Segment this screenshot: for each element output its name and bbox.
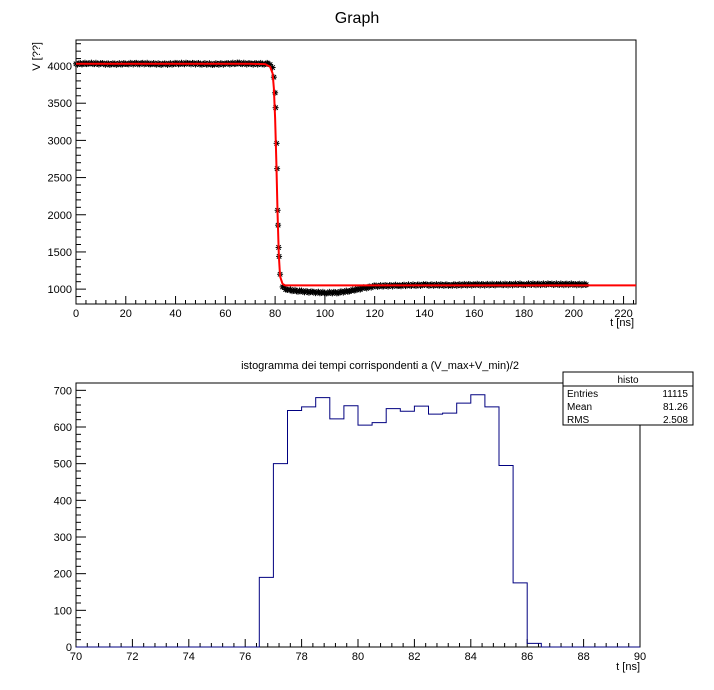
histogram-x-axis: 70 72 74 76 78 80 82 84 86 88 90 xyxy=(70,639,646,663)
stats-rms-value: 2.508 xyxy=(663,415,688,426)
graph-panel: Graph 0 20 40 60 80 100 120 140 160 180 200 220 100… xyxy=(31,10,637,329)
x-tick-label: 40 xyxy=(169,308,181,320)
y-tick-label: 3500 xyxy=(48,98,72,110)
histogram-bin xyxy=(330,419,344,647)
x-tick-label: 82 xyxy=(408,651,420,663)
x-tick-label: 78 xyxy=(295,651,307,663)
histogram-outline xyxy=(76,394,640,648)
x-tick-label: 200 xyxy=(565,308,583,320)
y-tick-label: 200 xyxy=(54,569,72,581)
histogram-bin xyxy=(471,395,485,647)
graph-y-axis: 1000 1500 2000 2500 3000 3500 4000 xyxy=(48,43,86,298)
fit-line xyxy=(76,62,636,287)
stats-box-title: histo xyxy=(617,375,639,386)
x-tick-label: 160 xyxy=(465,308,483,320)
histogram-bin xyxy=(259,577,273,647)
histogram-bin xyxy=(302,407,316,647)
histogram-bin xyxy=(372,423,386,647)
histogram-bin xyxy=(414,406,428,647)
histogram-title: istogramma dei tempi corrispondenti a (V… xyxy=(241,360,519,372)
x-tick-label: 80 xyxy=(352,651,364,663)
y-tick-label: 100 xyxy=(54,605,72,617)
x-tick-label: 100 xyxy=(316,308,334,320)
data-point xyxy=(346,288,353,295)
histogram-bin xyxy=(400,411,414,647)
y-tick-label: 0 xyxy=(66,642,72,654)
histogram-bin xyxy=(386,409,400,647)
y-tick-label: 1000 xyxy=(48,284,72,296)
graph-plot-frame xyxy=(75,39,637,305)
y-tick-label: 2500 xyxy=(48,173,72,185)
x-tick-label: 0 xyxy=(73,308,79,320)
x-tick-label: 90 xyxy=(634,651,646,663)
histogram-bin xyxy=(443,413,457,647)
histogram-x-axis-label: t [ns] xyxy=(616,661,640,673)
histogram-bin xyxy=(358,425,372,647)
graph-y-axis-label: V [??] xyxy=(31,42,43,71)
stats-rms-label: RMS xyxy=(567,415,590,426)
x-tick-label: 88 xyxy=(577,651,589,663)
y-tick-label: 700 xyxy=(54,385,72,397)
x-tick-label: 140 xyxy=(415,308,433,320)
histogram-bin xyxy=(457,403,471,647)
x-tick-label: 80 xyxy=(269,308,281,320)
x-tick-label: 70 xyxy=(70,651,82,663)
histogram-bin xyxy=(344,406,358,647)
histogram-bin xyxy=(288,411,302,648)
x-tick-label: 220 xyxy=(614,308,632,320)
histogram-bin xyxy=(527,643,541,647)
histogram-bin xyxy=(513,583,527,647)
y-tick-label: 1500 xyxy=(48,247,72,259)
x-tick-label: 76 xyxy=(239,651,251,663)
x-tick-label: 74 xyxy=(183,651,195,663)
histogram-bin xyxy=(273,464,287,647)
x-tick-label: 120 xyxy=(365,308,383,320)
y-tick-label: 4000 xyxy=(48,61,72,73)
x-tick-label: 60 xyxy=(219,308,231,320)
stats-mean-value: 81.26 xyxy=(663,402,688,413)
x-tick-label: 84 xyxy=(465,651,477,663)
x-tick-label: 86 xyxy=(521,651,533,663)
stats-entries-value: 11115 xyxy=(662,389,688,400)
histogram-bin xyxy=(429,414,443,647)
y-tick-label: 300 xyxy=(54,532,72,544)
stats-box: histo Entries 11115 Mean 81.26 RMS 2.508 xyxy=(562,371,694,426)
stats-box-frame xyxy=(562,371,694,426)
y-tick-label: 400 xyxy=(54,495,72,507)
y-tick-label: 600 xyxy=(54,422,72,434)
histogram-bin xyxy=(316,398,330,647)
y-tick-label: 500 xyxy=(54,459,72,471)
stats-entries-label: Entries xyxy=(567,389,598,400)
graph-x-axis-label: t [ns] xyxy=(610,317,634,329)
y-tick-label: 3000 xyxy=(48,135,72,147)
histogram-panel: istogramma dei tempi corrispondenti a (V… xyxy=(54,360,694,673)
x-tick-label: 20 xyxy=(120,308,132,320)
histogram-bin xyxy=(499,466,513,648)
histogram-data-layer xyxy=(76,394,640,648)
graph-x-axis: 0 20 40 60 80 100 120 140 160 180 200 220 xyxy=(73,296,635,320)
y-tick-label: 2000 xyxy=(48,210,72,222)
x-tick-label: 180 xyxy=(515,308,533,320)
histogram-y-axis: 0 100 200 300 400 500 600 700 xyxy=(54,382,86,654)
graph-data-layer xyxy=(73,59,636,297)
x-tick-label: 72 xyxy=(126,651,138,663)
graph-title: Graph xyxy=(335,10,379,27)
stats-mean-label: Mean xyxy=(567,402,592,413)
histogram-bin xyxy=(485,407,499,647)
